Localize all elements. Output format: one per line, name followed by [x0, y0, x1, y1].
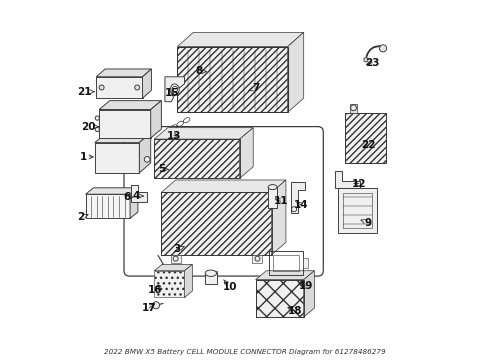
Circle shape — [379, 45, 387, 52]
Polygon shape — [177, 46, 288, 112]
Polygon shape — [95, 133, 151, 143]
Text: 22: 22 — [362, 140, 376, 150]
Text: 15: 15 — [165, 88, 180, 98]
Polygon shape — [171, 255, 181, 262]
Polygon shape — [344, 113, 386, 163]
Text: 8: 8 — [195, 67, 206, 76]
Text: 12: 12 — [352, 179, 366, 189]
Polygon shape — [252, 255, 263, 262]
Ellipse shape — [171, 84, 179, 95]
Polygon shape — [131, 185, 147, 202]
Circle shape — [152, 302, 160, 309]
Polygon shape — [154, 128, 253, 139]
Text: 4: 4 — [133, 191, 143, 201]
Text: 2022 BMW X5 Battery CELL MODULE CONNECTOR Diagram for 61278486279: 2022 BMW X5 Battery CELL MODULE CONNECTO… — [104, 348, 386, 355]
Text: 13: 13 — [167, 131, 181, 140]
Text: 19: 19 — [299, 281, 314, 291]
Text: 18: 18 — [288, 306, 302, 316]
Text: 17: 17 — [142, 303, 156, 313]
Circle shape — [364, 58, 368, 62]
Polygon shape — [288, 32, 304, 112]
Polygon shape — [139, 133, 151, 173]
Polygon shape — [95, 143, 139, 173]
Polygon shape — [185, 264, 193, 297]
Polygon shape — [130, 188, 138, 219]
Polygon shape — [240, 128, 253, 178]
Text: 16: 16 — [148, 285, 163, 294]
Polygon shape — [165, 77, 185, 102]
Polygon shape — [338, 188, 377, 233]
Polygon shape — [303, 258, 308, 268]
Text: 6: 6 — [123, 192, 133, 202]
Circle shape — [292, 207, 296, 212]
Polygon shape — [268, 187, 277, 208]
Text: 5: 5 — [158, 164, 168, 174]
Polygon shape — [271, 180, 286, 255]
Circle shape — [95, 116, 99, 120]
Circle shape — [135, 85, 140, 90]
Circle shape — [255, 256, 260, 261]
Text: 21: 21 — [77, 87, 94, 97]
Circle shape — [95, 127, 99, 132]
Polygon shape — [256, 280, 304, 317]
Text: 2: 2 — [77, 212, 88, 222]
Text: 7: 7 — [249, 83, 259, 93]
Ellipse shape — [268, 185, 277, 190]
Polygon shape — [291, 183, 305, 213]
Text: 3: 3 — [174, 244, 184, 255]
Polygon shape — [161, 180, 286, 193]
Polygon shape — [143, 69, 151, 98]
Polygon shape — [350, 104, 357, 113]
Text: 11: 11 — [273, 196, 288, 206]
Circle shape — [351, 105, 356, 111]
Text: 20: 20 — [81, 122, 98, 132]
Polygon shape — [99, 101, 161, 109]
Polygon shape — [256, 271, 315, 280]
Text: 14: 14 — [294, 200, 309, 210]
Polygon shape — [86, 194, 130, 219]
Polygon shape — [206, 271, 217, 277]
Text: 9: 9 — [361, 218, 371, 228]
Ellipse shape — [205, 270, 217, 276]
Polygon shape — [154, 271, 185, 297]
Polygon shape — [151, 101, 161, 138]
Circle shape — [173, 256, 178, 261]
Polygon shape — [335, 171, 360, 188]
Polygon shape — [99, 109, 151, 138]
Polygon shape — [96, 77, 143, 98]
Polygon shape — [154, 139, 240, 178]
Polygon shape — [154, 264, 193, 271]
Polygon shape — [304, 271, 315, 317]
Polygon shape — [169, 271, 179, 277]
Text: 23: 23 — [365, 58, 380, 68]
Polygon shape — [205, 273, 217, 284]
Polygon shape — [177, 32, 304, 46]
Circle shape — [172, 86, 178, 92]
Polygon shape — [96, 69, 151, 77]
Polygon shape — [86, 188, 138, 194]
Polygon shape — [161, 193, 271, 255]
Circle shape — [144, 157, 150, 162]
Text: 1: 1 — [79, 152, 93, 162]
Circle shape — [99, 85, 104, 90]
Text: 10: 10 — [223, 280, 237, 292]
